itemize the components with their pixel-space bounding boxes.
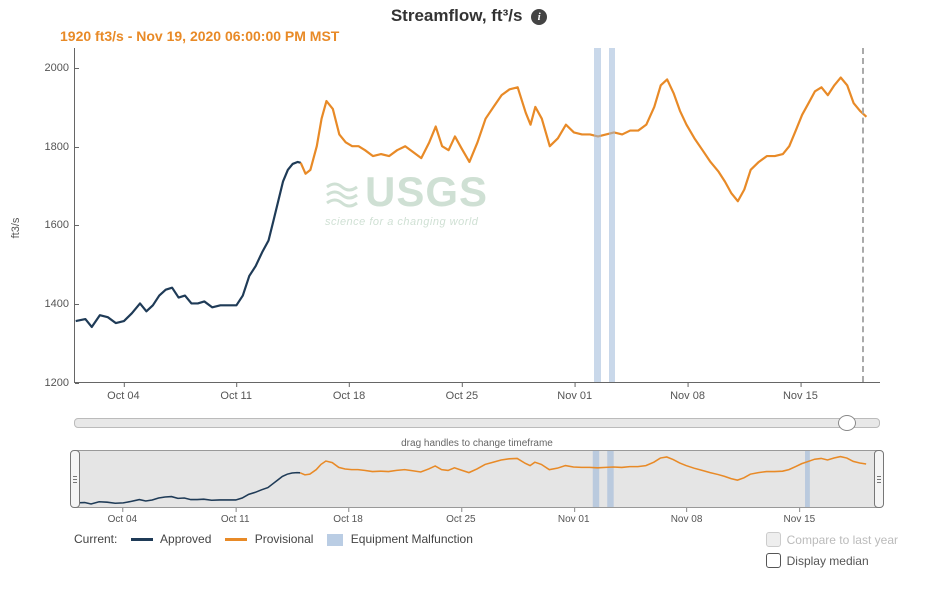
cursor-readout: 1920 ft3/s - Nov 19, 2020 06:00:00 PM MS… bbox=[60, 28, 339, 44]
option-label-compare: Compare to last year bbox=[787, 533, 898, 547]
legend-label-malfunction: Equipment Malfunction bbox=[351, 532, 473, 546]
main-series-svg bbox=[75, 48, 880, 382]
chart-title-text: Streamflow, ft³/s bbox=[391, 6, 523, 25]
legend-item-malfunction: Equipment Malfunction bbox=[327, 532, 472, 546]
mini-x-tick: Oct 25 bbox=[446, 508, 475, 525]
y-tick: 1800 bbox=[45, 141, 75, 153]
malfunction-band bbox=[594, 48, 600, 382]
mini-x-tick: Nov 15 bbox=[784, 508, 816, 525]
chart-options: Compare to last year Display median bbox=[766, 532, 898, 574]
time-slider-handle[interactable] bbox=[838, 415, 856, 431]
cursor-line bbox=[862, 48, 864, 382]
y-tick: 1200 bbox=[45, 377, 75, 389]
mini-x-tick: Nov 01 bbox=[558, 508, 590, 525]
legend-prefix: Current: bbox=[74, 532, 117, 546]
legend-item-approved: Approved bbox=[131, 532, 211, 546]
mini-left-handle[interactable] bbox=[70, 450, 80, 508]
y-tick: 2000 bbox=[45, 62, 75, 74]
legend-swatch-provisional bbox=[225, 538, 247, 541]
info-icon[interactable]: i bbox=[531, 9, 547, 25]
checkbox-display-median[interactable] bbox=[766, 553, 781, 568]
mini-chart-title: drag handles to change timeframe bbox=[74, 436, 880, 451]
y-axis-label: ft3/s bbox=[10, 218, 22, 239]
mini-x-tick: Nov 08 bbox=[671, 508, 703, 525]
mini-right-handle[interactable] bbox=[874, 450, 884, 508]
legend-swatch-approved bbox=[131, 538, 153, 541]
time-slider-track[interactable] bbox=[74, 418, 880, 428]
x-tick: Nov 08 bbox=[670, 382, 705, 402]
mini-x-axis: Oct 04 Oct 11 Oct 18 Oct 25 Nov 01 Nov 08 Nov … bbox=[74, 508, 880, 526]
chart-title: Streamflow, ft³/s i bbox=[0, 0, 938, 26]
mini-chart[interactable] bbox=[74, 450, 880, 508]
legend: Current: Approved Provisional Equipment … bbox=[74, 532, 880, 546]
mini-x-tick: Oct 11 bbox=[221, 508, 250, 525]
legend-label-approved: Approved bbox=[160, 532, 211, 546]
plot-area[interactable]: USGS science for a changing world 120014… bbox=[74, 48, 880, 383]
x-tick: Nov 01 bbox=[557, 382, 592, 402]
x-tick: Oct 11 bbox=[220, 382, 252, 402]
legend-swatch-malfunction bbox=[327, 534, 343, 546]
x-tick: Nov 15 bbox=[783, 382, 818, 402]
mini-x-tick: Oct 04 bbox=[108, 508, 137, 525]
x-tick: Oct 04 bbox=[107, 382, 139, 402]
option-compare-last-year: Compare to last year bbox=[766, 532, 898, 547]
x-tick: Oct 25 bbox=[446, 382, 478, 402]
y-tick: 1600 bbox=[45, 219, 75, 231]
checkbox-compare-last-year bbox=[766, 532, 781, 547]
legend-item-provisional: Provisional bbox=[225, 532, 313, 546]
x-tick: Oct 18 bbox=[333, 382, 365, 402]
y-tick: 1400 bbox=[45, 298, 75, 310]
mini-series-svg bbox=[75, 451, 879, 507]
legend-label-provisional: Provisional bbox=[255, 532, 314, 546]
option-display-median[interactable]: Display median bbox=[766, 553, 898, 568]
malfunction-band bbox=[609, 48, 615, 382]
option-label-median: Display median bbox=[787, 554, 869, 568]
mini-x-tick: Oct 18 bbox=[333, 508, 362, 525]
main-chart[interactable]: ft3/s USGS science for a changing world … bbox=[22, 48, 892, 408]
